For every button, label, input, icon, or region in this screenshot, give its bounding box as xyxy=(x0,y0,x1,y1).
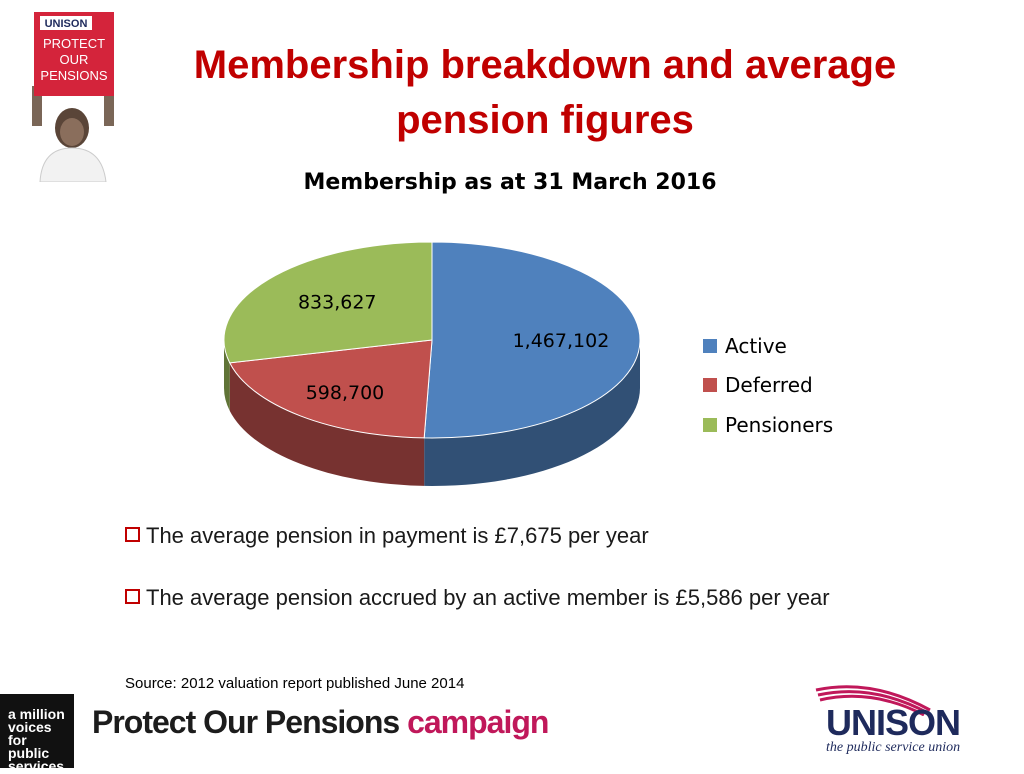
legend-label: Pensioners xyxy=(725,412,834,437)
checkbox-bullet-icon xyxy=(125,589,140,604)
bullet-average-pension-payment: The average pension in payment is £7,675… xyxy=(125,520,925,551)
million-line: public xyxy=(8,745,50,761)
million-line: for xyxy=(8,732,27,748)
legend-item-pensioners: Pensioners xyxy=(703,405,833,445)
data-label-deferred: 598,700 xyxy=(306,382,385,404)
legend-label: Active xyxy=(725,333,787,358)
million-line: a million xyxy=(8,706,65,722)
legend-item-deferred: Deferred xyxy=(703,366,833,406)
campaign-text-black: Protect Our Pensions xyxy=(92,704,400,740)
chart-legend: Active Deferred Pensioners xyxy=(703,326,833,445)
pie-side-active xyxy=(424,340,640,487)
unison-wordmark: UNISON xyxy=(826,702,961,743)
legend-label: Deferred xyxy=(725,373,813,398)
pie-side-deferred xyxy=(229,362,425,486)
pie-slice-pensioners xyxy=(223,241,433,364)
pie-slice-active xyxy=(423,241,641,439)
chart-title: Membership as at 31 March 2016 xyxy=(303,170,717,195)
unison-logo: UNISON the public service union xyxy=(812,680,962,762)
campaign-banner: Protect Our Pensions campaign xyxy=(92,704,549,741)
placard-photo: UNISON PROTECT OUR PENSIONS xyxy=(12,8,134,182)
data-label-active: 1,467,102 xyxy=(513,330,610,352)
legend-swatch xyxy=(703,378,717,393)
legend-swatch xyxy=(703,417,717,432)
page-title-line-2: pension figures xyxy=(396,98,694,142)
pie-chart: 1,467,102 598,700 833,627 xyxy=(223,241,641,487)
bullet-text: The average pension accrued by an active… xyxy=(146,585,830,610)
protester-image: UNISON PROTECT OUR PENSIONS xyxy=(12,8,134,182)
million-voices-logo: a million voices for public services xyxy=(0,694,74,773)
million-line: services xyxy=(8,758,65,774)
bullet-text: The average pension in payment is £7,675… xyxy=(146,523,649,548)
unison-tagline: the public service union xyxy=(826,740,961,755)
pie-slice-deferred xyxy=(228,339,433,439)
legend-item-active: Active xyxy=(703,326,833,366)
million-line: voices xyxy=(8,719,52,735)
legend-swatch xyxy=(703,338,717,353)
source-note: Source: 2012 valuation report published … xyxy=(125,675,465,692)
data-label-pensioners: 833,627 xyxy=(298,291,377,313)
bullet-average-pension-accrued: The average pension accrued by an active… xyxy=(125,582,925,613)
checkbox-bullet-icon xyxy=(125,527,140,542)
placard-line-2: OUR xyxy=(60,52,89,67)
page-title-line-1: Membership breakdown and average xyxy=(193,43,897,87)
page-title: Membership breakdown and average pension… xyxy=(130,38,960,148)
placard-brand: UNISON xyxy=(45,18,88,30)
unison-swoosh-icon xyxy=(815,685,931,716)
campaign-text-pink: campaign xyxy=(407,704,549,740)
placard-line-3: PENSIONS xyxy=(40,68,108,83)
placard-line-1: PROTECT xyxy=(43,36,105,51)
pie-side-walls xyxy=(224,340,640,487)
pie-side-pensioners xyxy=(224,340,230,411)
